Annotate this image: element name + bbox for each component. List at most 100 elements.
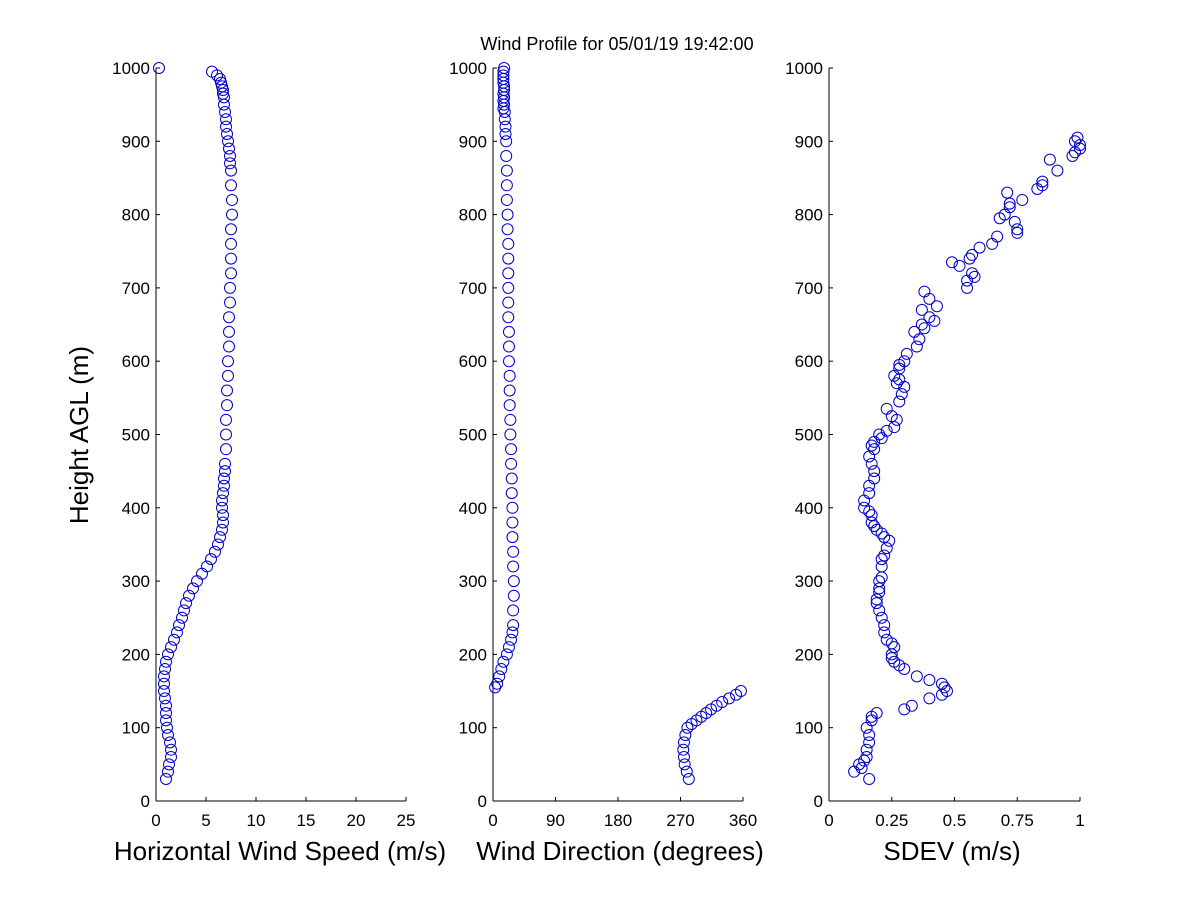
data-point [868, 520, 881, 533]
data-point [220, 443, 232, 456]
x-tick-label: 15 [297, 811, 316, 830]
data-point [163, 758, 175, 771]
data-point [221, 399, 233, 412]
data-point [506, 501, 519, 514]
data-point [868, 465, 881, 478]
data-point [506, 531, 519, 544]
data-point [220, 120, 232, 133]
data-point [226, 208, 238, 221]
data-point [507, 575, 520, 588]
x-tick-label: 5 [201, 811, 210, 830]
data-point [935, 677, 948, 690]
x-tick-label: 0.5 [943, 811, 967, 830]
data-point [507, 619, 520, 632]
x-tick-label: 0 [488, 811, 497, 830]
panel-1: 0 100 200 300 400 500 600 700 800 900 1000 0 5 10 15 20… [64, 59, 446, 866]
data-point [961, 281, 974, 294]
data-point [160, 714, 172, 727]
data-point [900, 347, 913, 360]
data-point [953, 259, 966, 272]
x-tick-label: 1 [1075, 811, 1084, 830]
data-point [898, 355, 911, 368]
data-point [222, 135, 234, 148]
data-point [868, 443, 881, 456]
data-point [176, 611, 188, 624]
data-point [221, 384, 233, 397]
y-tick-label: 800 [459, 206, 487, 225]
data-point [216, 501, 228, 514]
data-point [679, 729, 692, 742]
data-point [223, 325, 235, 338]
y-tick-label: 900 [795, 132, 823, 151]
data-point [865, 439, 878, 452]
data-point [161, 721, 173, 734]
data-point [226, 193, 238, 206]
data-point [162, 765, 174, 778]
x-axis-title: Horizontal Wind Speed (m/s) [114, 836, 446, 866]
data-point [865, 509, 878, 522]
y-tick-label: 400 [459, 499, 487, 518]
data-point [888, 641, 901, 654]
data-point [870, 593, 883, 606]
data-point [507, 545, 520, 558]
data-point [677, 736, 690, 749]
data-point [168, 633, 180, 646]
data-point [1066, 149, 1079, 162]
data-point [217, 516, 229, 529]
data-point [499, 127, 512, 140]
data-point [219, 457, 231, 470]
data-point [187, 582, 199, 595]
data-point [497, 69, 510, 82]
data-point [898, 703, 911, 716]
data-point [212, 538, 224, 551]
y-tick-label: 1000 [449, 59, 487, 78]
data-point [222, 355, 234, 368]
y-tick-label: 400 [122, 499, 150, 518]
data-point [873, 428, 886, 441]
data-point [873, 575, 886, 588]
data-point [888, 655, 901, 668]
x-axis-title: Wind Direction (degrees) [476, 836, 764, 866]
data-point [171, 626, 183, 639]
data-point [918, 285, 931, 298]
data-point [502, 252, 515, 265]
data-point [225, 237, 237, 250]
data-point [500, 648, 513, 661]
data-point [880, 542, 893, 555]
data-point [923, 674, 936, 687]
data-point [905, 699, 918, 712]
data-point [880, 402, 893, 415]
data-point [973, 241, 986, 254]
data-point [1068, 135, 1081, 148]
data-point [888, 421, 901, 434]
data-point [224, 281, 236, 294]
data-point [505, 457, 518, 470]
data-point [502, 340, 515, 353]
data-point [159, 663, 171, 676]
data-point [858, 754, 871, 767]
data-point [923, 692, 936, 705]
x-tick-label: 90 [546, 811, 565, 830]
data-point [923, 311, 936, 324]
y-tick-label: 1000 [785, 59, 823, 78]
y-tick-label: 600 [122, 352, 150, 371]
data-point [214, 531, 226, 544]
x-tick-label: 10 [247, 811, 266, 830]
data-point [870, 707, 883, 720]
x-tick-label: 270 [666, 811, 694, 830]
data-point [498, 62, 511, 74]
data-point [503, 384, 516, 397]
data-point [503, 369, 516, 382]
data-point [502, 296, 515, 309]
data-point [505, 472, 518, 485]
data-point [495, 663, 508, 676]
data-point [180, 597, 192, 610]
y-tick-label: 1000 [112, 59, 150, 78]
data-point [497, 87, 510, 100]
y-tick-label: 100 [122, 719, 150, 738]
data-point [218, 479, 230, 492]
data-point [507, 604, 520, 617]
data-point [160, 707, 172, 720]
data-point [222, 369, 234, 382]
y-tick-label: 200 [795, 645, 823, 664]
